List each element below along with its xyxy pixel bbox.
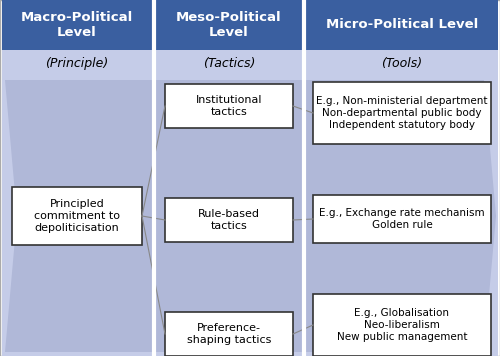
Bar (313, 82, 491, 144)
Text: Meso-Political
Level: Meso-Political Level (176, 11, 282, 39)
Bar (165, 84, 293, 128)
Text: Macro-Political
Level: Macro-Political Level (21, 11, 133, 39)
Text: E.g., Non-ministerial department
Non-departmental public body
Independent statut: E.g., Non-ministerial department Non-dep… (316, 96, 488, 130)
Bar (306, 0, 498, 356)
Bar (165, 198, 293, 242)
Bar (156, 0, 302, 356)
Text: (Tactics): (Tactics) (203, 57, 255, 69)
Text: Preference-
shaping tactics: Preference- shaping tactics (187, 323, 271, 345)
Bar (12, 187, 142, 245)
Bar (313, 294, 491, 356)
Text: E.g., Globalisation
Neo-liberalism
New public management: E.g., Globalisation Neo-liberalism New p… (337, 308, 467, 342)
Bar (313, 195, 491, 243)
Text: E.g., Exchange rate mechanism
Golden rule: E.g., Exchange rate mechanism Golden rul… (319, 208, 485, 230)
Text: Rule-based
tactics: Rule-based tactics (198, 209, 260, 231)
Bar (2, 0, 152, 356)
Text: (Tools): (Tools) (382, 57, 422, 69)
Bar (156, 0, 302, 50)
Polygon shape (5, 80, 300, 352)
Text: (Principle): (Principle) (46, 57, 108, 69)
Bar (165, 312, 293, 356)
Text: Principled
commitment to
depoliticisation: Principled commitment to depoliticisatio… (34, 199, 120, 232)
Text: Micro-Political Level: Micro-Political Level (326, 19, 478, 31)
Polygon shape (159, 80, 496, 352)
Bar (306, 0, 498, 50)
Bar (2, 0, 152, 50)
Text: Institutional
tactics: Institutional tactics (196, 95, 262, 117)
